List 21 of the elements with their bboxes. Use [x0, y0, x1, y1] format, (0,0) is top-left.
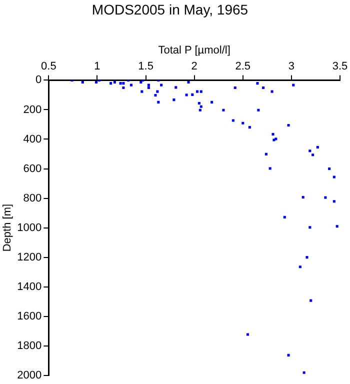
- y-tick-label: 1200: [17, 251, 42, 264]
- x-tick-label: 2.5: [235, 60, 251, 73]
- x-tick-label: 0.5: [41, 60, 56, 73]
- x-tick-label: 3: [288, 60, 295, 73]
- y-tick-label: 200: [23, 104, 42, 116]
- y-tick-label: 800: [23, 192, 42, 204]
- x-tick-label: 2: [191, 60, 198, 73]
- chart-title: MODS2005 in May, 1965: [92, 1, 248, 18]
- y-tick-label: 600: [23, 162, 42, 175]
- y-tick-label: 2000: [17, 369, 42, 382]
- y-tick-label: 1800: [17, 340, 42, 352]
- x-tick-label: 1: [94, 60, 100, 73]
- y-tick-label: 1600: [17, 310, 42, 322]
- x-tick-label: 3.5: [332, 60, 348, 73]
- y-tick-label: 1000: [17, 222, 42, 234]
- x-axis-title: Total P [µmol/l]: [158, 44, 230, 56]
- y-tick-label: 0: [36, 74, 42, 86]
- x-tick-label: 1.5: [138, 60, 154, 73]
- y-tick-label: 400: [23, 133, 42, 146]
- y-tick-label: 1400: [17, 280, 42, 293]
- y-axis-title: Depth [m]: [2, 204, 14, 252]
